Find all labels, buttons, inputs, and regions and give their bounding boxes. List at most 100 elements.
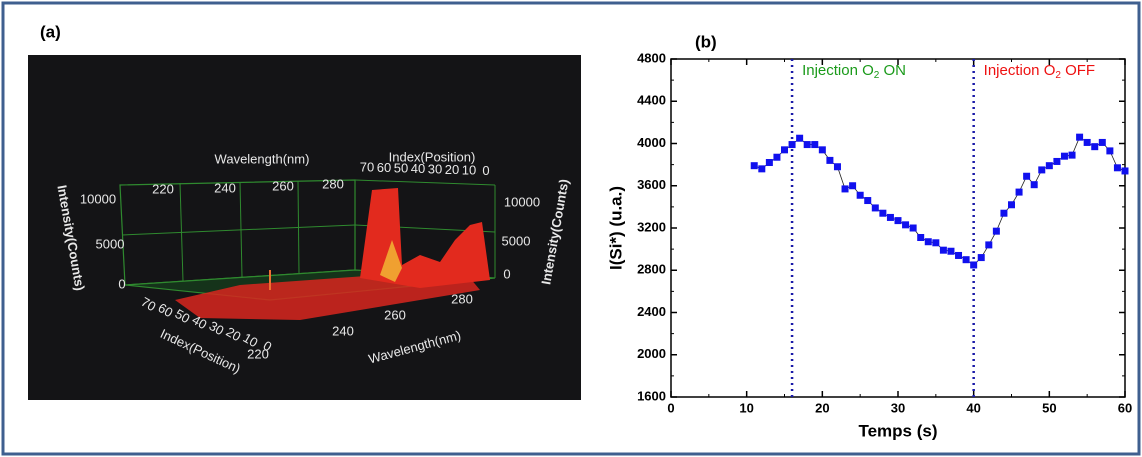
annotation-part: 2 — [874, 70, 880, 81]
grid — [239, 181, 243, 278]
photo-label: 20 — [445, 162, 459, 177]
point — [765, 159, 773, 167]
photo-label: 10000 — [504, 194, 540, 209]
y-tick-label: 1600 — [637, 388, 666, 403]
photo-label: 220 — [247, 346, 269, 361]
y-tick-label: 3200 — [637, 219, 666, 234]
point — [811, 141, 819, 149]
photo-label: 260 — [272, 178, 294, 193]
photo-label: 50 — [394, 160, 408, 175]
photo-label: 220 — [152, 181, 174, 196]
panel-label: (a) — [40, 22, 61, 41]
point — [894, 217, 902, 225]
point — [856, 191, 864, 199]
x-tick-label: 10 — [739, 400, 753, 415]
point — [841, 185, 849, 193]
point — [864, 197, 872, 205]
annotation-part: OFF — [1061, 62, 1095, 79]
point — [1106, 147, 1114, 155]
point — [970, 261, 978, 269]
point — [962, 256, 970, 264]
point — [758, 165, 766, 173]
point — [1098, 138, 1106, 146]
photo-label: 30 — [207, 318, 227, 338]
point — [886, 213, 894, 221]
photo-label: 60 — [156, 300, 176, 320]
point — [992, 227, 1000, 235]
x-tick-label: 60 — [1118, 400, 1132, 415]
annotation-part: Injection O — [802, 62, 874, 79]
grid — [354, 179, 496, 186]
point — [1030, 181, 1038, 189]
point — [1000, 209, 1008, 217]
photo-label: 10000 — [80, 191, 116, 206]
x-axis-label: Temps (s) — [858, 421, 937, 440]
point — [803, 141, 811, 149]
point — [1113, 164, 1121, 172]
point — [1091, 143, 1099, 151]
photo-label: 240 — [214, 180, 236, 195]
photo-label: 60 — [377, 160, 391, 175]
point — [1045, 162, 1053, 170]
point — [1083, 138, 1091, 146]
x-tick-label: 20 — [815, 400, 829, 415]
photo-label: 5000 — [96, 236, 125, 251]
plot-b: (b) 0 10 20 30 40 50 60 1600 2000 2400 2800 3200 3600… — [606, 32, 1132, 440]
photo-label: 240 — [332, 323, 354, 338]
photo-label: Index(Position) — [389, 149, 476, 164]
photo-label: 280 — [322, 176, 344, 191]
point — [1038, 166, 1046, 174]
y-tick-label: 4400 — [637, 93, 666, 108]
point — [796, 134, 804, 142]
grid — [297, 180, 300, 274]
annotation-part: Injection O — [984, 62, 1056, 79]
photo-label: 30 — [428, 161, 442, 176]
annotation: Injection O2 OFF — [984, 62, 1095, 81]
y-tick-label: 2400 — [637, 304, 666, 319]
point — [879, 209, 887, 217]
surface — [175, 275, 480, 320]
photo-label: 20 — [224, 324, 244, 344]
y-tick-label: 3600 — [637, 177, 666, 192]
point — [1060, 152, 1068, 160]
point — [1076, 133, 1084, 141]
surface-peak — [380, 240, 402, 282]
point — [833, 163, 841, 171]
point — [1023, 172, 1031, 180]
point — [902, 221, 910, 229]
point — [932, 239, 940, 247]
photo-panel: Wavelength(nm) 220 240 260 280 Index(Position… — [28, 55, 581, 400]
point — [1008, 201, 1015, 209]
y-axis-label: I(Si*) (u.a.) — [606, 186, 625, 270]
photo-label: 0 — [482, 163, 489, 178]
grid — [121, 224, 356, 236]
x-tick-label: 0 — [667, 400, 674, 415]
y-tick-label: 2800 — [637, 262, 666, 277]
photo-label: 0 — [503, 266, 510, 281]
point — [917, 234, 925, 242]
photo-label: 280 — [451, 291, 473, 306]
photo-label: 70 — [139, 294, 159, 314]
y-tick-label: 2000 — [637, 346, 666, 361]
photo-label: 50 — [173, 306, 193, 326]
y-tick-label: 4000 — [637, 135, 666, 150]
x-tick-label: 40 — [966, 400, 980, 415]
point — [1068, 151, 1076, 159]
point — [1015, 188, 1023, 196]
point — [849, 182, 857, 190]
x-tick-label: 50 — [1042, 400, 1056, 415]
photo-label: 40 — [190, 312, 210, 332]
y-tick-label: 4800 — [637, 50, 666, 65]
point — [955, 251, 963, 259]
point — [781, 146, 788, 154]
photo-label: 40 — [411, 161, 425, 176]
point — [788, 141, 796, 149]
photo-label: 70 — [360, 159, 374, 174]
annotation-part: ON — [879, 62, 906, 79]
photo-label: Wavelength(nm) — [215, 151, 310, 166]
photo-label: 5000 — [502, 233, 531, 248]
grid — [179, 182, 184, 282]
point — [826, 156, 834, 164]
point — [773, 153, 781, 161]
